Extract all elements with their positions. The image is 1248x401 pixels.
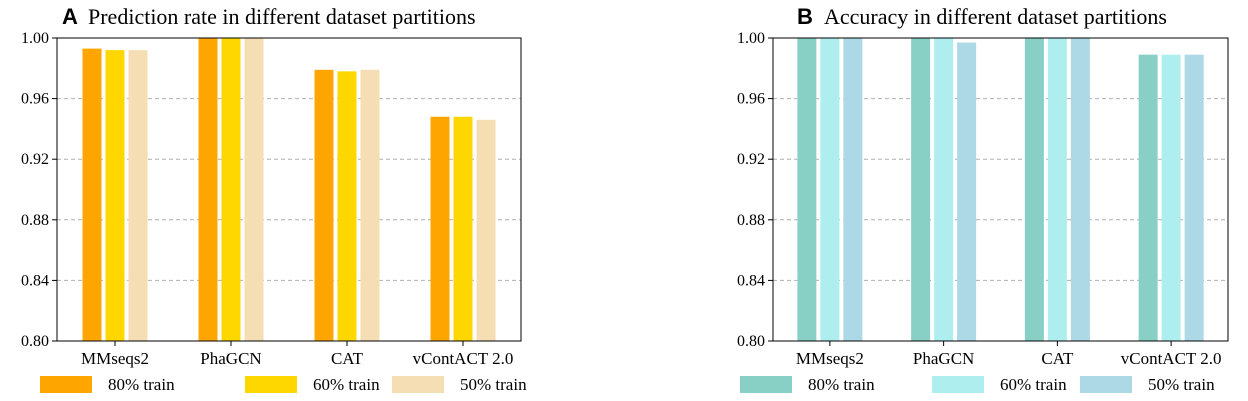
bar bbox=[957, 42, 977, 342]
legend-label: 80% train bbox=[108, 375, 175, 394]
legend-swatch bbox=[740, 376, 792, 393]
legend-label: 50% train bbox=[460, 375, 527, 394]
x-tick-label: vContACT 2.0 bbox=[1121, 349, 1222, 368]
y-tick-label: 0.96 bbox=[21, 91, 49, 108]
panel-a-chart: A Prediction rate in different dataset p… bbox=[21, 4, 527, 394]
y-tick-label: 0.80 bbox=[21, 333, 49, 350]
panel-label: B bbox=[797, 4, 813, 29]
plot-frame bbox=[772, 37, 1229, 342]
bar bbox=[314, 69, 334, 341]
y-tick-label: 0.88 bbox=[737, 212, 765, 229]
y-tick-label: 0.92 bbox=[737, 151, 765, 168]
x-tick-label: PhaGCN bbox=[913, 349, 974, 368]
y-tick-label: 0.80 bbox=[737, 333, 765, 350]
x-tick-label: vContACT 2.0 bbox=[413, 349, 514, 368]
legend-label: 80% train bbox=[808, 375, 875, 394]
y-tick-label: 0.84 bbox=[21, 272, 49, 289]
legend-swatch bbox=[932, 376, 984, 393]
legend-label: 50% train bbox=[1148, 375, 1215, 394]
x-tick-label: PhaGCN bbox=[200, 349, 261, 368]
legend-label: 60% train bbox=[313, 375, 380, 394]
panel-b-chart: B Accuracy in different dataset partitio… bbox=[737, 4, 1229, 394]
bar bbox=[244, 38, 264, 341]
bar bbox=[360, 69, 380, 341]
plot-frame bbox=[56, 37, 522, 342]
bar bbox=[911, 38, 931, 341]
legend-swatch bbox=[1080, 376, 1132, 393]
bar bbox=[198, 38, 218, 341]
panel-label: A bbox=[62, 4, 78, 29]
bar bbox=[1070, 38, 1090, 341]
y-tick-label: 0.92 bbox=[21, 151, 49, 168]
chart-title: Prediction rate in different dataset par… bbox=[88, 4, 476, 29]
bar bbox=[820, 38, 840, 341]
bar bbox=[1138, 54, 1158, 341]
bar bbox=[1161, 54, 1181, 341]
y-tick-label: 0.88 bbox=[21, 212, 49, 229]
bar bbox=[934, 38, 954, 341]
x-tick-label: MMseqs2 bbox=[796, 349, 864, 368]
x-tick-label: CAT bbox=[1041, 349, 1074, 368]
y-tick-label: 0.84 bbox=[737, 272, 765, 289]
bar bbox=[430, 116, 450, 341]
bar bbox=[337, 71, 357, 341]
bar bbox=[1047, 38, 1067, 341]
y-tick-label: 1.00 bbox=[737, 30, 765, 47]
legend-swatch bbox=[40, 376, 92, 393]
y-tick-label: 0.96 bbox=[737, 91, 765, 108]
chart-title: Accuracy in different dataset partitions bbox=[824, 4, 1167, 29]
bar bbox=[105, 50, 125, 342]
legend-swatch bbox=[245, 376, 297, 393]
x-tick-label: CAT bbox=[331, 349, 364, 368]
bar bbox=[453, 116, 473, 341]
bar bbox=[128, 50, 148, 342]
bar bbox=[1184, 54, 1204, 341]
bar bbox=[476, 119, 496, 341]
bar bbox=[843, 38, 863, 341]
bar bbox=[221, 38, 241, 341]
y-tick-label: 1.00 bbox=[21, 30, 49, 47]
legend-label: 60% train bbox=[1000, 375, 1067, 394]
legend-swatch bbox=[392, 376, 444, 393]
bar bbox=[1024, 38, 1044, 341]
bar bbox=[797, 38, 817, 341]
x-tick-label: MMseqs2 bbox=[81, 349, 149, 368]
bar bbox=[82, 48, 102, 341]
